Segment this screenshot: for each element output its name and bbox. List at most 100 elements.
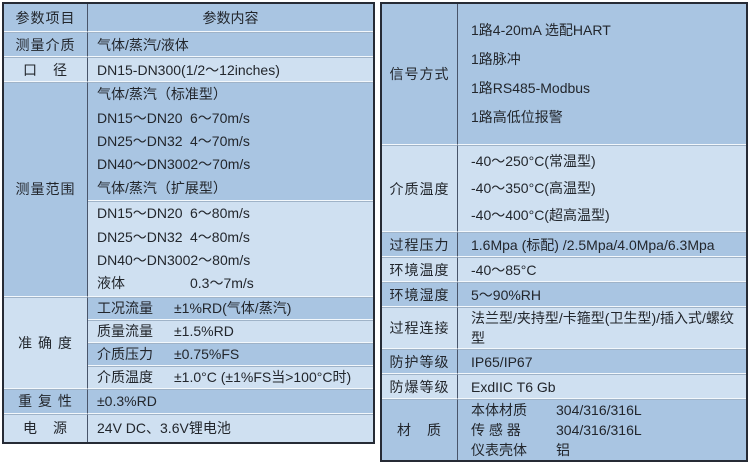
range-line-label: 液体	[97, 275, 125, 292]
range-line-value: 6～80m/s	[190, 205, 250, 222]
row-label-ambient-temperature: 环境温度	[382, 257, 458, 282]
range-line-label: DN25～DN32	[97, 132, 183, 149]
range-line-label: 气体/蒸汽（扩展型）	[97, 179, 227, 196]
left-spec-table: 参数项目 参数内容 测量介质 气体/蒸汽/液体 口 径 DN15-DN300(1…	[2, 2, 375, 444]
range-line-label: DN40～DN300	[97, 251, 191, 268]
range-line: DN25～DN32 4～70m/s	[97, 130, 373, 153]
material-line: 本体材质 304/316/316L	[471, 400, 746, 420]
range-line: DN40～DN3002～80m/s	[97, 249, 373, 272]
cell-ambient-temperature-value: -40～85°C	[458, 257, 746, 282]
range-line-value: 2～80m/s	[190, 251, 251, 268]
cell-range-extended-band: DN15～DN20 6～80m/s DN25～DN32 4～80m/s DN40～D…	[88, 201, 373, 297]
range-line-value: 0.3～7m/s	[190, 275, 254, 292]
table-row: 介质温度 ±1.0°C (±1%FS当>100°C时)	[4, 365, 373, 389]
cell-explosion-rating-value: ExdIIC T6 Gb	[458, 374, 746, 399]
cell-accuracy-medium-pressure: 介质压力 ±0.75%FS	[88, 342, 373, 366]
signal-line: 1路高低位报警	[471, 109, 563, 125]
table-row: 环境湿度 5～90%RH	[382, 282, 746, 307]
range-line: 气体/蒸汽（扩展型）	[97, 177, 373, 200]
range-line-label: 气体/蒸汽（标准型）	[97, 86, 227, 103]
range-line: DN15～DN20 6～80m/s	[97, 202, 373, 225]
accuracy-item-value: ±1%RD(气体/蒸汽)	[174, 300, 292, 317]
table-row: 介质温度 -40～250°C(常温型) -40～350°C(高温型) -40～4…	[382, 145, 746, 232]
cell-signal-mode-value: 1路4-20mA 选配HART 1路脉冲 1路RS485-Modbus 1路高低…	[458, 4, 746, 145]
material-line: 传 感 器 304/316/316L	[471, 420, 746, 440]
accuracy-item-label: 工况流量	[97, 300, 153, 317]
temperature-line: -40～250°C(常温型)	[471, 153, 596, 169]
table-row: 过程压力 1.6Mpa (标配) /2.5Mpa/4.0Mpa/6.3Mpa	[382, 232, 746, 257]
right-spec-table: 信号方式 1路4-20mA 选配HART 1路脉冲 1路RS485-Modbus…	[380, 2, 748, 462]
range-line: 气体/蒸汽（标准型）	[97, 83, 373, 106]
cell-process-pressure-value: 1.6Mpa (标配) /2.5Mpa/4.0Mpa/6.3Mpa	[458, 232, 746, 257]
row-label-material: 材 质	[382, 399, 458, 460]
table-row: 环境温度 -40～85°C	[382, 257, 746, 282]
range-line: 液体 0.3～7m/s	[97, 272, 373, 295]
table-row: 材 质 本体材质 304/316/316L 传 感 器 304/316/316L 仪…	[382, 399, 746, 460]
material-item-value: 304/316/316L	[556, 422, 642, 438]
temperature-line: -40～400°C(超高温型)	[471, 207, 610, 223]
cell-accuracy-mass-flow: 质量流量 ±1.5%RD	[88, 319, 373, 343]
range-line-value: 6～70m/s	[190, 109, 250, 126]
range-line: DN25～DN32 4～80m/s	[97, 226, 373, 249]
cell-protection-rating-value: IP65/IP67	[458, 349, 746, 374]
accuracy-item-label: 介质温度	[97, 369, 153, 386]
table-row: 测量范围 气体/蒸汽（标准型） DN15～DN20 6～70m/s DN25～DN…	[4, 82, 373, 297]
table-row: 测量介质 气体/蒸汽/液体	[4, 32, 373, 58]
material-item-value: 铝	[556, 442, 570, 458]
signal-line: 1路4-20mA 选配HART	[471, 22, 611, 38]
row-label-signal-mode: 信号方式	[382, 4, 458, 145]
signal-line: 1路RS485-Modbus	[471, 80, 591, 96]
range-line-label: DN15～DN20	[97, 109, 183, 126]
row-label-diameter: 口 径	[4, 57, 88, 83]
row-label-repeatability: 重 复 性	[4, 388, 88, 414]
cell-diameter-value: DN15-DN300(1/2～12inches)	[88, 57, 373, 83]
cell-measuring-medium-value: 气体/蒸汽/液体	[88, 32, 373, 58]
range-line-label: DN25～DN32	[97, 228, 183, 245]
range-line-value: 4～70m/s	[190, 132, 250, 149]
cell-accuracy-medium-temperature: 介质温度 ±1.0°C (±1%FS当>100°C时)	[88, 365, 373, 389]
cell-process-connection-value: 法兰型/夹持型/卡箍型(卫生型)/插入式/螺纹型	[458, 307, 746, 349]
table-row: 防护等级 IP65/IP67	[382, 349, 746, 374]
table-row: 防爆等级 ExdIIC T6 Gb	[382, 374, 746, 399]
cell-medium-temperature-value: -40～250°C(常温型) -40～350°C(高温型) -40～400°C(…	[458, 145, 746, 232]
column-header-param-item: 参数项目	[4, 4, 88, 33]
row-label-ambient-humidity: 环境湿度	[382, 282, 458, 307]
row-label-measuring-range: 测量范围	[4, 82, 88, 297]
accuracy-item-value: ±0.75%FS	[174, 346, 240, 363]
material-item-label: 仪表壳体	[471, 442, 527, 458]
cell-power-value: 24V DC、3.6V锂电池	[88, 413, 373, 442]
range-line: DN40～DN3002～70m/s	[97, 153, 373, 176]
material-item-label: 本体材质	[471, 402, 527, 418]
cell-repeatability-value: ±0.3%RD	[88, 388, 373, 414]
material-item-value: 304/316/316L	[556, 402, 642, 418]
cell-accuracy-operating-flow: 工况流量 ±1%RD(气体/蒸汽)	[88, 296, 373, 320]
table-row: 质量流量 ±1.5%RD	[4, 319, 373, 343]
table-row: 口 径 DN15-DN300(1/2～12inches)	[4, 57, 373, 83]
accuracy-item-value: ±1.5%RD	[174, 323, 234, 340]
row-label-process-connection: 过程连接	[382, 307, 458, 349]
signal-line: 1路脉冲	[471, 51, 521, 67]
material-item-label: 传 感 器	[471, 422, 521, 438]
row-label-medium-temperature: 介质温度	[382, 145, 458, 232]
accuracy-item-label: 质量流量	[97, 323, 153, 340]
range-line-label: DN15～DN20	[97, 205, 183, 222]
table-row: DN15～DN20 6～80m/s DN25～DN32 4～80m/s DN40～D…	[4, 201, 373, 297]
cell-material-value: 本体材质 304/316/316L 传 感 器 304/316/316L 仪表壳体 铝	[458, 399, 746, 460]
material-line: 仪表壳体 铝	[471, 440, 746, 460]
table-row: 准 确 度 工况流量 ±1%RD(气体/蒸汽)	[4, 296, 373, 389]
row-label-protection-rating: 防护等级	[382, 349, 458, 374]
temperature-line: -40～350°C(高温型)	[471, 180, 596, 196]
row-label-power: 电 源	[4, 413, 88, 442]
table-row: 介质压力 ±0.75%FS	[4, 342, 373, 366]
cell-range-standard-band: 气体/蒸汽（标准型） DN15～DN20 6～70m/s DN25～DN32 4～7…	[88, 82, 373, 202]
row-label-explosion-rating: 防爆等级	[382, 374, 458, 399]
range-line: DN15～DN20 6～70m/s	[97, 107, 373, 130]
accuracy-item-label: 介质压力	[97, 346, 153, 363]
accuracy-item-value: ±1.0°C (±1%FS当>100°C时)	[174, 369, 352, 386]
column-header-param-content: 参数内容	[88, 4, 373, 33]
range-line-value: 2～70m/s	[190, 156, 251, 173]
table-row: 电 源 24V DC、3.6V锂电池	[4, 413, 373, 442]
row-label-process-pressure: 过程压力	[382, 232, 458, 257]
header-row: 参数项目 参数内容	[4, 4, 373, 33]
